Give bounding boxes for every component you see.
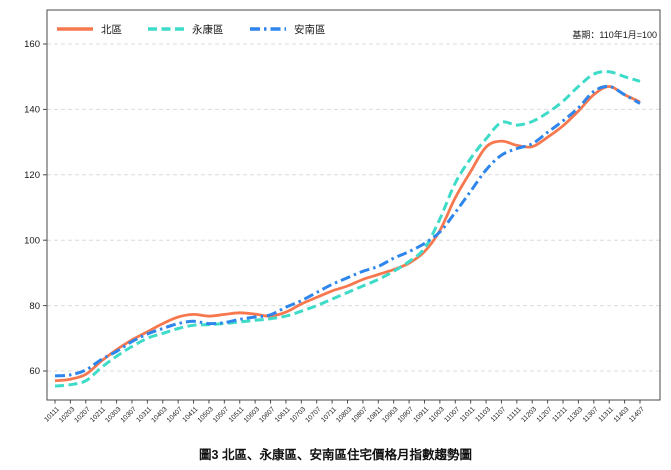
x-tick-label-10211: 10211: [89, 406, 107, 424]
y-tick-label-60: 60: [29, 366, 40, 377]
y-tick-label-160: 160: [24, 39, 40, 50]
x-tick-label-11207: 11207: [536, 406, 554, 424]
x-tick-label-10407: 10407: [166, 406, 184, 424]
x-tick-label-11203: 11203: [520, 406, 538, 424]
x-tick-label-11103: 11103: [474, 406, 492, 424]
series-line-1: [54, 70, 641, 388]
x-tick-label-11007: 11007: [443, 406, 461, 424]
x-tick-label-11307: 11307: [582, 406, 600, 424]
x-tick-label-10503: 10503: [197, 406, 215, 424]
series-line-0: [54, 85, 641, 383]
x-tick-label-11403: 11403: [613, 406, 631, 424]
legend-label-1: 永康區: [192, 23, 224, 36]
x-tick-label-11303: 11303: [566, 406, 584, 424]
x-tick-label-10903: 10903: [381, 406, 399, 424]
figure-caption: 圖3 北區、永康區、安南區住宅價格月指數趨勢圖: [199, 448, 472, 462]
x-tick-label-11011: 11011: [459, 406, 477, 424]
x-tick-label-10803: 10803: [335, 406, 353, 424]
y-tick-label-120: 120: [24, 170, 40, 181]
x-tick-label-10611: 10611: [274, 406, 292, 424]
legend-label-0: 北區: [101, 24, 122, 36]
x-tick-label-10607: 10607: [258, 406, 276, 424]
x-tick-label-10807: 10807: [350, 406, 368, 424]
x-tick-label-10307: 10307: [120, 406, 138, 424]
x-tick-label-10511: 10511: [228, 406, 246, 424]
x-tick-label-11211: 11211: [551, 406, 569, 424]
x-tick-label-11003: 11003: [428, 406, 446, 424]
y-tick-label-140: 140: [24, 105, 40, 116]
plot-frame: [46, 9, 661, 401]
x-tick-label-10711: 10711: [320, 406, 338, 424]
x-tick-label-10507: 10507: [212, 406, 230, 424]
legend-label-2: 安南區: [294, 23, 326, 36]
series-line-2: [54, 84, 641, 378]
x-tick-label-11311: 11311: [598, 406, 616, 424]
x-tick-label-10403: 10403: [150, 406, 168, 424]
x-tick-label-10703: 10703: [289, 406, 307, 424]
x-tick-label-11107: 11107: [490, 406, 508, 424]
x-tick-label-10603: 10603: [243, 406, 261, 424]
x-tick-label-10707: 10707: [304, 406, 322, 424]
x-tick-label-11407: 11407: [628, 406, 646, 424]
x-tick-label-10203: 10203: [58, 406, 76, 424]
y-tick-label-100: 100: [24, 235, 40, 246]
y-tick-label-80: 80: [29, 301, 40, 312]
base-period-note: 基期：110年1月=100: [572, 30, 657, 40]
x-tick-label-10311: 10311: [135, 406, 153, 424]
x-tick-label-10907: 10907: [397, 406, 415, 424]
x-tick-label-10811: 10811: [366, 406, 384, 424]
x-tick-label-10303: 10303: [104, 406, 122, 424]
x-tick-label-10911: 10911: [412, 406, 430, 424]
x-tick-label-10207: 10207: [73, 406, 91, 424]
x-tick-label-10411: 10411: [182, 406, 200, 424]
